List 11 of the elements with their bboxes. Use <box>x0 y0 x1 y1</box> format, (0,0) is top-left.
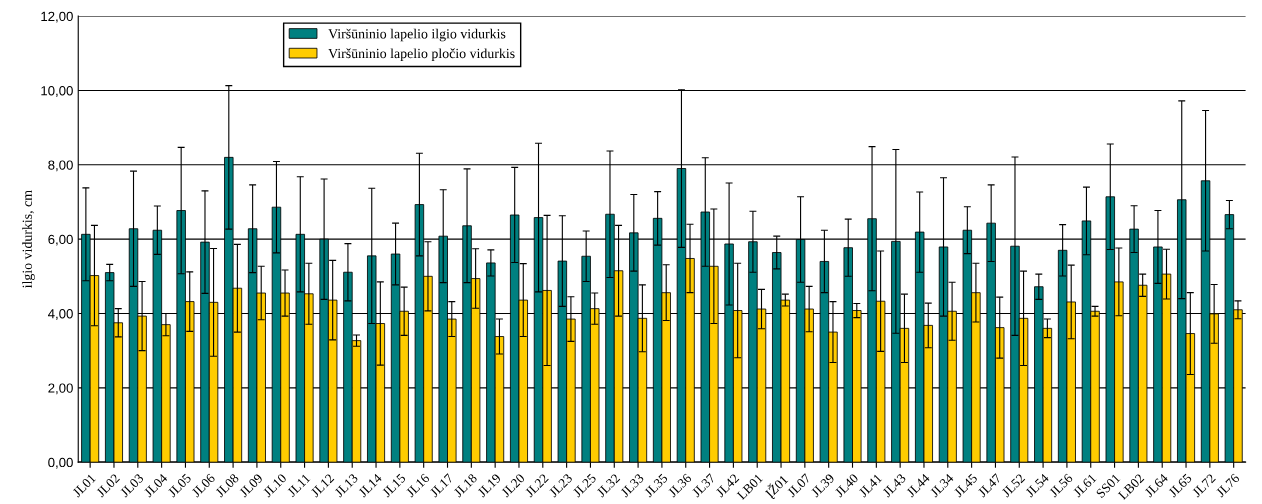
x-tick-label: JL11 <box>286 473 311 498</box>
legend-label: Viršūninio lapelio pločio vidurkis <box>328 48 515 61</box>
y-tick-label: 2,00 <box>48 383 73 395</box>
legend-label: Viršūninio lapelio ilgio vidurkis <box>328 28 506 42</box>
y-tick-label: 10,00 <box>41 86 73 97</box>
y-axis-title: ilgio vidurkis, cm <box>22 190 35 289</box>
y-tick-label: 12,00 <box>41 11 73 23</box>
y-tick-label: 8,00 <box>48 160 73 172</box>
y-tick-label: 6,00 <box>48 234 73 246</box>
y-tick-label: 0,00 <box>48 457 73 469</box>
y-tick-label: 4,00 <box>48 309 73 320</box>
